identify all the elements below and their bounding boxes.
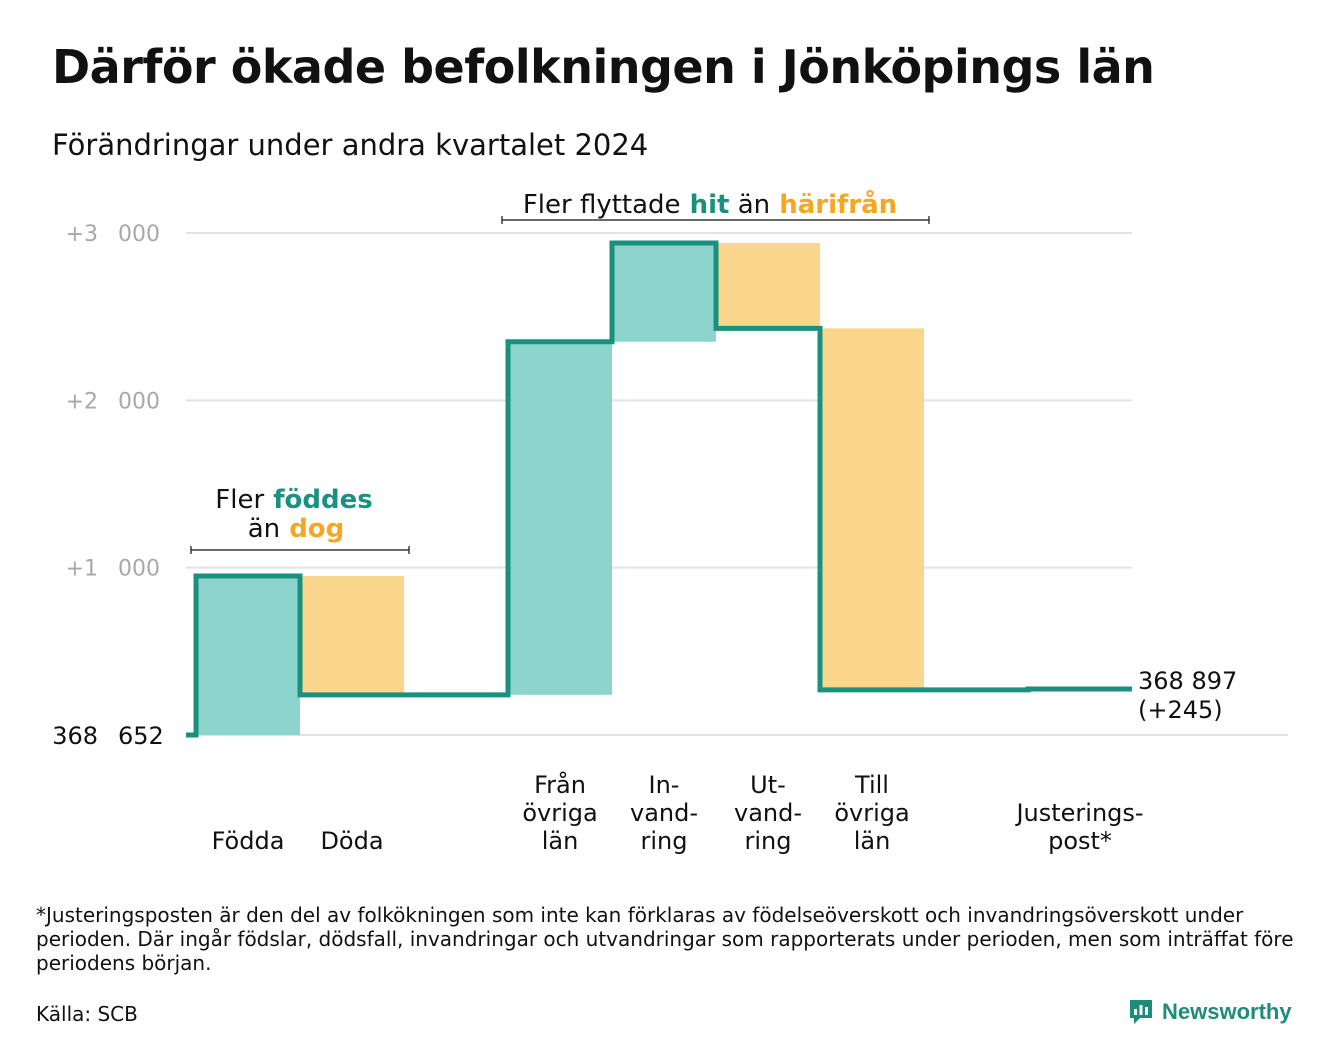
annotation-word: hit — [681, 190, 730, 220]
annotation-births: än dog — [248, 514, 345, 544]
annotation-migration: Fler flyttade hit än härifrån — [523, 188, 897, 220]
annotation-births: Fler föddes — [215, 485, 372, 515]
waterfall-bar — [300, 576, 404, 695]
annotation-word: föddes — [264, 485, 373, 515]
category-label: Justerings- — [1014, 799, 1143, 827]
source-label: Källa: SCB — [36, 1002, 138, 1026]
y-tick-label: +3 — [66, 222, 98, 247]
y-tick-label: +2 — [66, 389, 98, 414]
category-label: Döda — [320, 827, 383, 855]
category-label: vand- — [630, 799, 698, 827]
category-label: Till — [854, 771, 889, 799]
category-label: vand- — [734, 799, 802, 827]
waterfall-bar — [196, 576, 300, 735]
category-label: Födda — [212, 827, 285, 855]
y-tick-label: 000 — [118, 222, 160, 247]
y-tick-label: 000 — [118, 389, 160, 414]
category-label: övriga — [834, 799, 909, 827]
waterfall-bar — [716, 243, 820, 329]
waterfall-step-line — [186, 240, 1132, 738]
category-label: län — [542, 827, 579, 855]
baseline-label: 368 — [52, 722, 98, 750]
baseline-label: 652 — [118, 722, 164, 750]
category-label: Från — [534, 770, 586, 799]
category-label: post* — [1048, 827, 1112, 855]
waterfall-bar — [508, 341, 612, 695]
annotation-word: härifrån — [770, 188, 897, 220]
chart-subtitle: Förändringar under andra kvartalet 2024 — [52, 128, 649, 162]
footnote: *Justeringsposten är den del av folkökni… — [36, 903, 1294, 975]
waterfall-bar — [612, 243, 716, 342]
category-label: ring — [745, 827, 792, 855]
chart-title: Därför ökade befolkningen i Jönköpings l… — [52, 40, 1155, 94]
category-label: län — [854, 827, 891, 855]
category-label: ring — [641, 827, 688, 855]
annotation-word: Fler flyttade — [523, 190, 681, 220]
annotation-word: än — [248, 514, 280, 544]
y-tick-label: 000 — [118, 557, 160, 582]
newsworthy-logo-icon — [1130, 1000, 1152, 1024]
newsworthy-logo: Newsworthy — [1128, 998, 1292, 1026]
category-label: In- — [649, 771, 680, 799]
annotation-word: dog — [280, 514, 344, 544]
category-label: övriga — [522, 799, 597, 827]
logo-text: Newsworthy — [1162, 999, 1292, 1024]
y-tick-label: +1 — [66, 557, 98, 582]
annotation-word: Fler — [215, 485, 264, 515]
category-label: Ut- — [750, 771, 786, 799]
end-change-label: (+245) — [1138, 696, 1223, 724]
annotation-word: än — [729, 190, 770, 220]
waterfall-bar — [820, 328, 924, 690]
end-value-label: 368 897 — [1138, 667, 1237, 695]
